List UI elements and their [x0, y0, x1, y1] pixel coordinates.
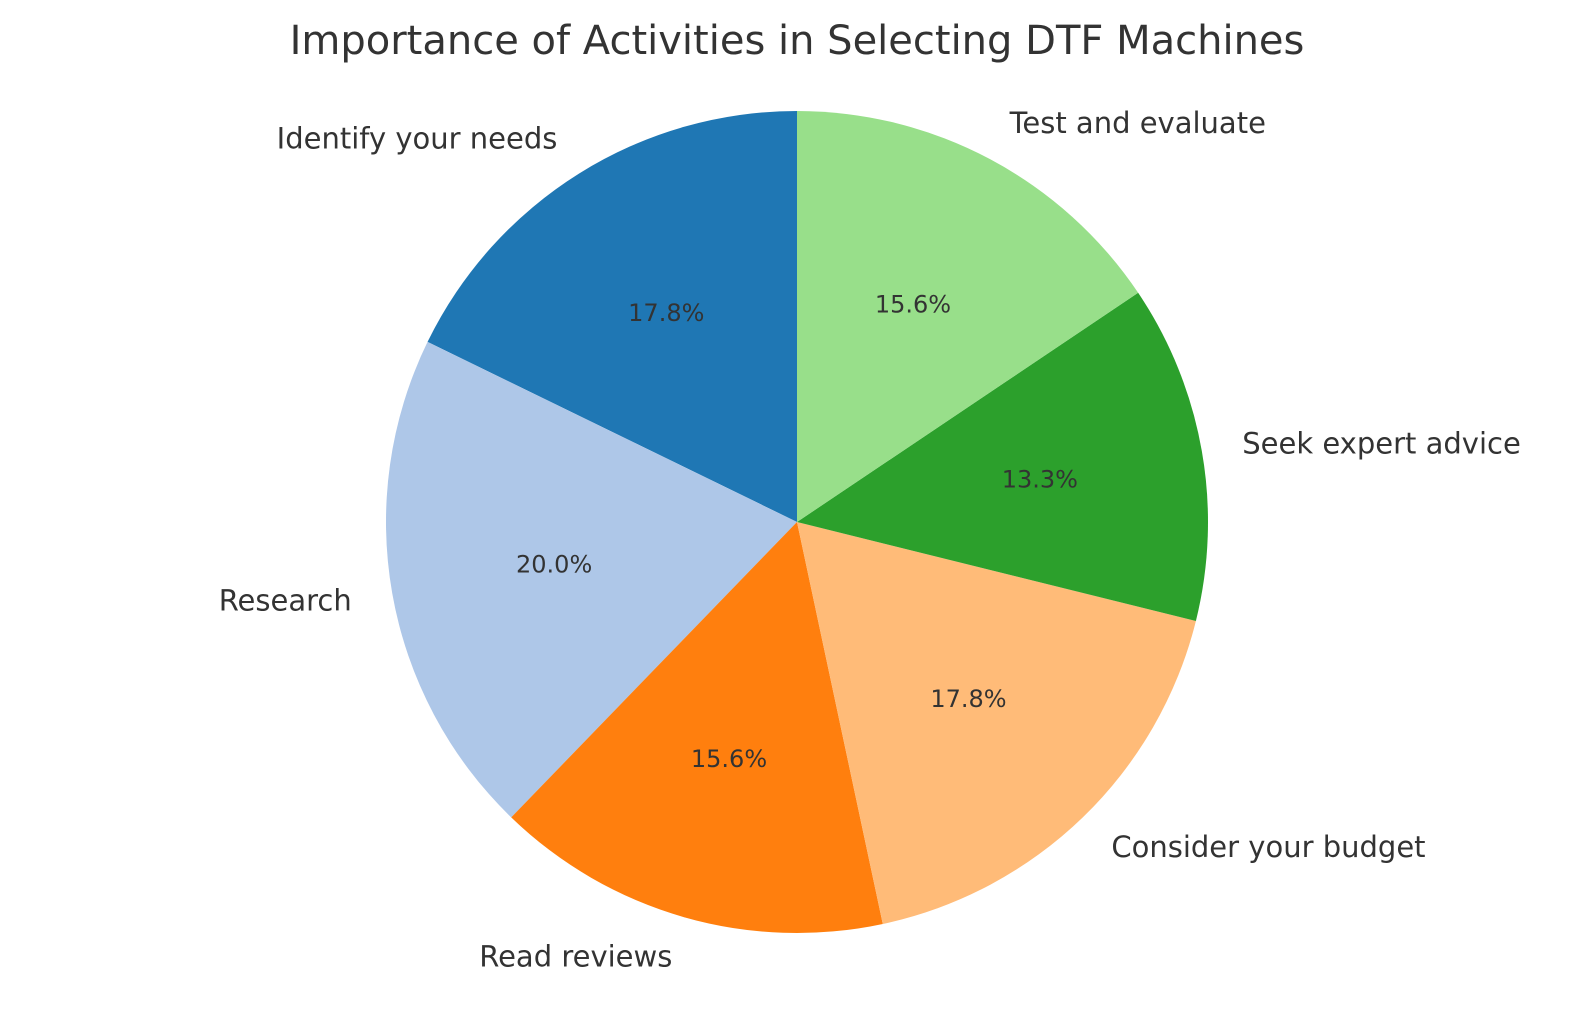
pct-label-research: 20.0%	[516, 551, 592, 579]
pie-slice-research	[386, 341, 797, 818]
pie-slice-read-reviews	[511, 522, 883, 933]
percentage-labels: 17.8% 20.0% 15.6% 17.8% 13.3% 15.6%	[516, 290, 1078, 773]
pie-slice-identify-your-needs	[427, 111, 797, 522]
pct-label-seek-expert-advice: 13.3%	[1002, 465, 1078, 493]
pie-slice-consider-your-budget	[797, 522, 1196, 924]
pct-label-identify-your-needs: 17.8%	[628, 299, 704, 327]
category-label-identify-your-needs: Identify your needs	[277, 122, 558, 156]
category-label-read-reviews: Read reviews	[479, 940, 672, 974]
category-label-consider-your-budget: Consider your budget	[1111, 830, 1425, 864]
category-label-research: Research	[219, 583, 352, 617]
pie-slices	[386, 111, 1209, 933]
pie-slice-test-and-evaluate	[797, 111, 1139, 522]
category-label-seek-expert-advice: Seek expert advice	[1242, 427, 1521, 461]
pct-label-test-and-evaluate: 15.6%	[875, 290, 951, 318]
pct-label-read-reviews: 15.6%	[691, 745, 767, 773]
category-label-test-and-evaluate: Test and evaluate	[1009, 106, 1266, 140]
pct-label-consider-your-budget: 17.8%	[930, 685, 1006, 713]
pie-slice-seek-expert-advice	[797, 292, 1209, 621]
chart-title: Importance of Activities in Selecting DT…	[290, 18, 1305, 64]
category-labels: Identify your needs Research Read reviews C…	[219, 106, 1521, 974]
